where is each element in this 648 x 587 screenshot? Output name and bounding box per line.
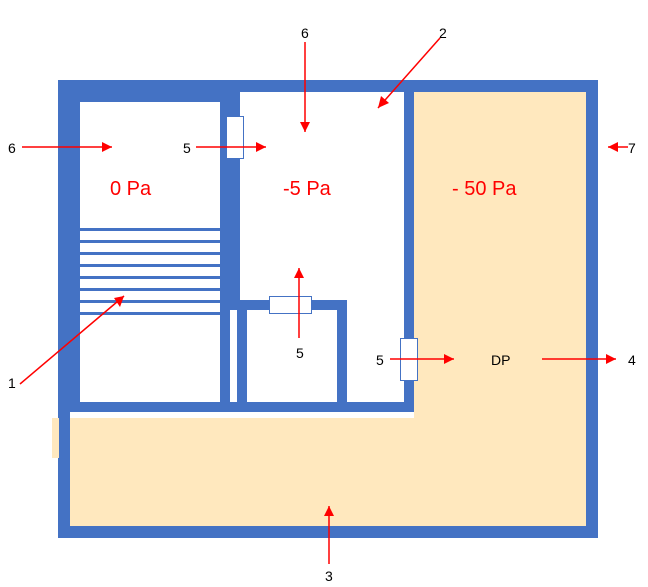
dp-label: DP bbox=[491, 352, 510, 368]
pressure-left: 0 Pa bbox=[110, 178, 151, 201]
inner-wall-left bbox=[237, 300, 247, 410]
arrow-4 bbox=[540, 352, 624, 366]
stair-line bbox=[80, 240, 220, 243]
label-5a: 5 bbox=[183, 140, 191, 156]
arrow-6b bbox=[298, 40, 312, 140]
corridor-nub bbox=[52, 418, 59, 458]
corridor-right bbox=[414, 92, 586, 526]
outer-wall-top bbox=[58, 80, 598, 92]
leftroom-wall-top bbox=[70, 92, 230, 102]
arrow-7 bbox=[600, 140, 630, 154]
stair-line bbox=[80, 252, 220, 255]
pressure-right: - 50 Pa bbox=[452, 178, 516, 201]
arrow-5b bbox=[292, 260, 306, 340]
stair-line bbox=[80, 228, 220, 231]
label-4: 4 bbox=[628, 352, 636, 368]
outer-wall-right bbox=[586, 80, 598, 538]
leftroom-wall-bottom bbox=[70, 402, 230, 412]
arrow-2 bbox=[370, 36, 450, 116]
floorplan-canvas: 0 Pa -5 Pa - 50 Pa DP 1 2 3 4 5 5 5 6 6 … bbox=[0, 0, 648, 587]
inner-wall-right bbox=[337, 300, 347, 410]
stair-line bbox=[80, 264, 220, 267]
label-5b: 5 bbox=[296, 345, 304, 361]
label-6a: 6 bbox=[8, 140, 16, 156]
arrow-5a bbox=[194, 140, 274, 154]
label-3: 3 bbox=[325, 568, 333, 584]
stair-line bbox=[80, 276, 220, 279]
arrow-3 bbox=[322, 498, 336, 566]
label-6b: 6 bbox=[301, 25, 309, 41]
arrow-6a bbox=[20, 140, 120, 154]
arrow-1 bbox=[18, 290, 138, 390]
arrow-5c bbox=[388, 352, 462, 366]
label-1: 1 bbox=[8, 375, 16, 391]
mid-wall-bottom1 bbox=[230, 402, 414, 412]
label-5c: 5 bbox=[376, 352, 384, 368]
corridor-bottom bbox=[70, 418, 414, 526]
pressure-middle: -5 Pa bbox=[283, 178, 331, 201]
